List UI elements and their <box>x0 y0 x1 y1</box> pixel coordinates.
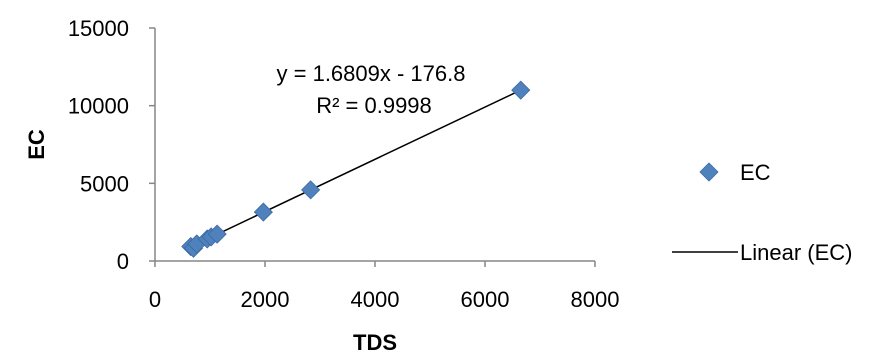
data-points <box>181 80 531 258</box>
trendline <box>190 89 522 248</box>
legend-marker-diamond <box>699 162 719 182</box>
trendline-r-squared: R² = 0.9998 <box>316 93 432 118</box>
tick-marks <box>149 27 596 267</box>
y-tick-label: 15000 <box>68 16 129 41</box>
x-axis-title: TDS <box>353 330 397 355</box>
x-tick-label: 0 <box>149 287 161 312</box>
y-axis-title: EC <box>24 129 49 160</box>
x-tick-label: 2000 <box>241 287 290 312</box>
data-point <box>207 224 227 244</box>
tick-labels: 0 5000 10000 15000 0 2000 4000 6000 8000 <box>68 16 620 312</box>
data-point <box>301 180 321 200</box>
legend-label-series: EC <box>740 160 771 185</box>
x-tick-label: 6000 <box>461 287 510 312</box>
data-point <box>253 202 273 222</box>
x-tick-label: 4000 <box>351 287 400 312</box>
y-tick-label: 0 <box>117 249 129 274</box>
trendline-equation: y = 1.6809x - 176.8 <box>277 61 466 86</box>
legend-label-trendline: Linear (EC) <box>740 240 852 265</box>
x-tick-label: 8000 <box>571 287 620 312</box>
legend: EC Linear (EC) <box>672 160 852 265</box>
trendline-line <box>190 89 522 248</box>
y-tick-label: 10000 <box>68 94 129 119</box>
data-point <box>511 80 531 100</box>
y-tick-label: 5000 <box>80 171 129 196</box>
